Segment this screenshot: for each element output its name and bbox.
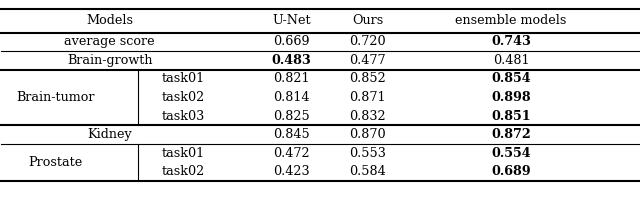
Text: task02: task02: [161, 91, 205, 104]
Text: task02: task02: [161, 165, 205, 178]
Text: Kidney: Kidney: [87, 128, 132, 141]
Text: 0.825: 0.825: [273, 109, 310, 123]
Text: 0.821: 0.821: [273, 72, 310, 86]
Text: U-Net: U-Net: [272, 14, 310, 27]
Text: average score: average score: [65, 35, 155, 48]
Text: 0.851: 0.851: [492, 109, 531, 123]
Text: 0.832: 0.832: [349, 109, 386, 123]
Text: 0.898: 0.898: [492, 91, 531, 104]
Text: 0.584: 0.584: [349, 165, 386, 178]
Text: 0.423: 0.423: [273, 165, 310, 178]
Text: 0.689: 0.689: [492, 165, 531, 178]
Text: Models: Models: [86, 14, 133, 27]
Text: Brain-tumor: Brain-tumor: [16, 91, 95, 104]
Text: 0.871: 0.871: [349, 91, 386, 104]
Text: 0.743: 0.743: [492, 35, 531, 48]
Text: Ours: Ours: [352, 14, 383, 27]
Text: 0.553: 0.553: [349, 147, 386, 160]
Text: 0.481: 0.481: [493, 54, 529, 67]
Text: task01: task01: [161, 72, 205, 86]
Text: Brain-growth: Brain-growth: [67, 54, 152, 67]
Text: Prostate: Prostate: [28, 156, 83, 169]
Text: 0.554: 0.554: [492, 147, 531, 160]
Text: 0.845: 0.845: [273, 128, 310, 141]
Text: task01: task01: [161, 147, 205, 160]
Text: 0.477: 0.477: [349, 54, 386, 67]
Text: 0.669: 0.669: [273, 35, 310, 48]
Text: 0.472: 0.472: [273, 147, 310, 160]
Text: 0.854: 0.854: [492, 72, 531, 86]
Text: ensemble models: ensemble models: [456, 14, 567, 27]
Text: 0.814: 0.814: [273, 91, 310, 104]
Text: 0.720: 0.720: [349, 35, 386, 48]
Text: 0.483: 0.483: [271, 54, 311, 67]
Text: task03: task03: [161, 109, 205, 123]
Text: 0.872: 0.872: [492, 128, 531, 141]
Text: 0.852: 0.852: [349, 72, 386, 86]
Text: 0.870: 0.870: [349, 128, 386, 141]
